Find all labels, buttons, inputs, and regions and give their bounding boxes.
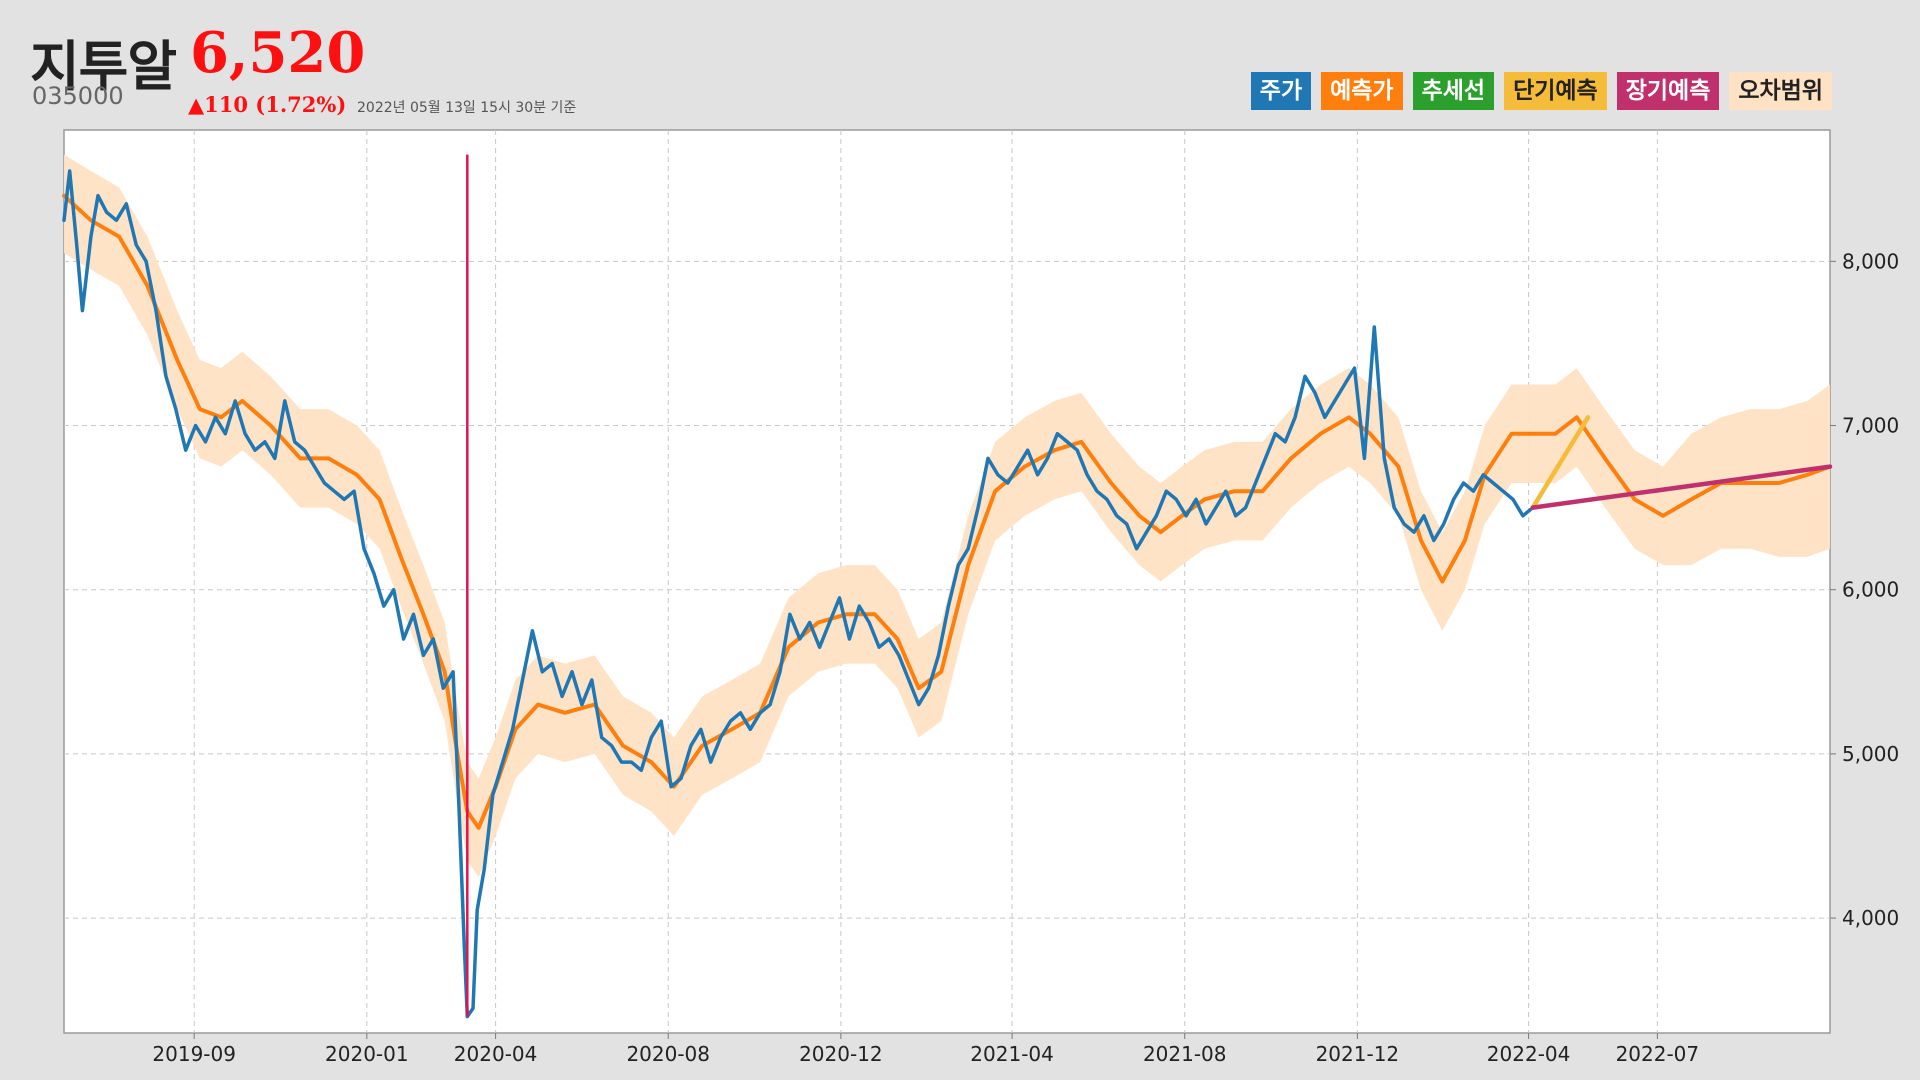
x-tick-label: 2022-07 — [1616, 1042, 1700, 1066]
x-axis: 2019-09 2020-01 2020-04 2020-08 2020-12 2021-… — [152, 1033, 1699, 1066]
y-tick-label: 6,000 — [1842, 578, 1899, 602]
x-tick-label: 2019-09 — [152, 1042, 236, 1066]
x-tick-label: 2022-04 — [1487, 1042, 1571, 1066]
stock-name: 지투알 — [30, 35, 177, 98]
stock-price: 6,520 — [190, 20, 366, 86]
short-forecast-line — [1530, 415, 1591, 510]
error-band — [64, 154, 1830, 878]
forecast-line — [62, 193, 1832, 830]
y-tick-label: 7,000 — [1842, 414, 1899, 438]
long-forecast-line — [1530, 464, 1833, 510]
y-axis: 4,000 5,000 6,000 7,000 8,000 — [1830, 249, 1899, 930]
legend-item: 예측가 — [1321, 72, 1403, 110]
series-lines — [62, 154, 1833, 1019]
legend: 주가 예측가 추세선 단기예측 장기예측 오차범위 — [1250, 72, 1832, 110]
legend-item: 장기예측 — [1616, 72, 1720, 110]
legend-item: 추세선 — [1412, 72, 1495, 110]
x-tick-label: 2020-12 — [799, 1042, 883, 1066]
legend-item: 주가 — [1250, 72, 1312, 110]
x-tick-label: 2020-01 — [325, 1042, 409, 1066]
y-tick-label: 5,000 — [1842, 742, 1899, 766]
legend-item: 단기예측 — [1504, 72, 1607, 110]
error-band-area — [64, 154, 1830, 878]
stock-code: 035000 — [32, 82, 124, 110]
timestamp: 2022년 05월 13일 15시 30분 기준 — [357, 100, 577, 116]
x-tick-label: 2020-04 — [454, 1042, 538, 1066]
y-tick-label: 4,000 — [1842, 906, 1899, 930]
price-line — [62, 169, 1535, 1019]
x-tick-label: 2020-08 — [626, 1042, 710, 1066]
price-change: ▲110 (1.72%) — [188, 92, 347, 117]
x-tick-label: 2021-12 — [1316, 1042, 1400, 1066]
x-tick-label: 2021-04 — [970, 1042, 1054, 1066]
legend-item: 오차범위 — [1729, 72, 1832, 110]
plot-area — [63, 129, 1831, 1034]
y-tick-label: 8,000 — [1842, 249, 1899, 273]
x-tick-label: 2021-08 — [1143, 1042, 1227, 1066]
